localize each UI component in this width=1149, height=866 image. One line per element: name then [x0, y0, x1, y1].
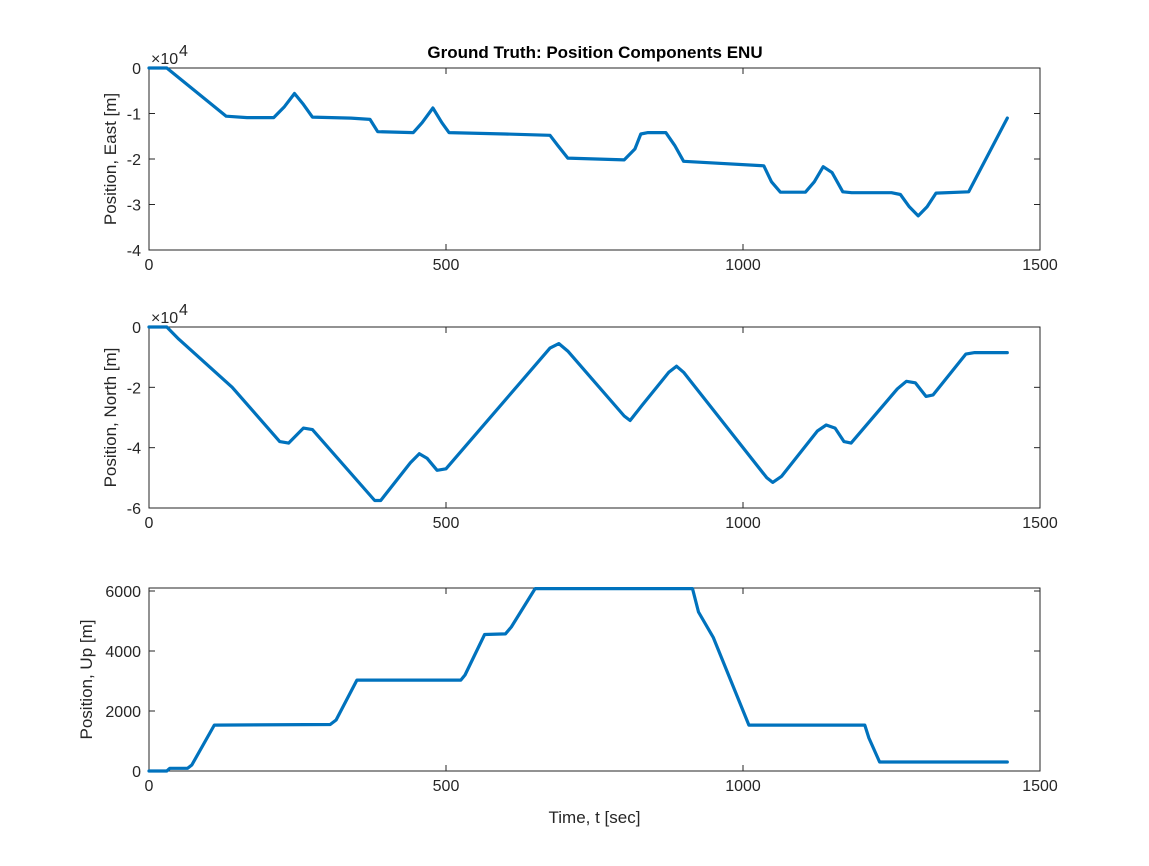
y-tick-label: 6000 — [105, 584, 141, 601]
x-tick-label: 1500 — [1022, 257, 1058, 274]
x-axis-label: Time, t [sec] — [549, 808, 641, 827]
y-tick-label: 0 — [132, 320, 141, 337]
x-tick-label: 1000 — [725, 257, 761, 274]
series-line — [147, 66, 1009, 218]
x-tick-label: 500 — [433, 257, 460, 274]
x-tick-label: 0 — [145, 778, 154, 795]
series-line — [147, 586, 1009, 773]
y-tick-label: -3 — [127, 198, 141, 215]
y-exponent-label: ×10 — [151, 310, 178, 327]
x-tick-label: 0 — [145, 515, 154, 532]
y-axis-label: Position, East [m] — [101, 93, 120, 225]
axes-box — [148, 587, 1041, 772]
subplot-1: 0 500 1000 1500 -4 -3 -2 -1 0 ×10 4 Position, East … — [101, 43, 1058, 274]
y-tick-label: 2000 — [105, 704, 141, 721]
y-tick-label: -2 — [127, 380, 141, 397]
y-axis-label: Position, Up [m] — [77, 620, 96, 740]
subplot-3: 0 500 1000 1500 0 2000 4000 6000 Position, Up [m… — [77, 584, 1058, 827]
y-tick-label: -1 — [127, 107, 141, 124]
y-tick-label: -4 — [127, 441, 141, 458]
y-exponent-power: 4 — [179, 43, 188, 60]
x-tick-label: 1500 — [1022, 778, 1058, 795]
x-tick-label: 1000 — [725, 515, 761, 532]
axes-box — [148, 326, 1041, 509]
x-tick-label: 500 — [433, 515, 460, 532]
y-axis-label: Position, North [m] — [101, 348, 120, 488]
y-tick-label: -2 — [127, 152, 141, 169]
subplot-2: 0 500 1000 1500 -6 -4 -2 0 ×10 4 Position, North [… — [101, 302, 1058, 532]
series-line — [147, 325, 1009, 503]
x-tick-label: 1000 — [725, 778, 761, 795]
x-tick-label: 0 — [145, 257, 154, 274]
y-tick-label: 0 — [132, 764, 141, 781]
y-exponent-label: ×10 — [151, 51, 178, 68]
x-tick-label: 500 — [433, 778, 460, 795]
y-tick-label: 0 — [132, 61, 141, 78]
x-tick-label: 1500 — [1022, 515, 1058, 532]
y-tick-label: -6 — [127, 501, 141, 518]
y-exponent-power: 4 — [179, 302, 188, 319]
y-tick-label: 4000 — [105, 644, 141, 661]
figure-title: Ground Truth: Position Components ENU — [427, 43, 762, 62]
y-tick-label: -4 — [127, 243, 141, 260]
